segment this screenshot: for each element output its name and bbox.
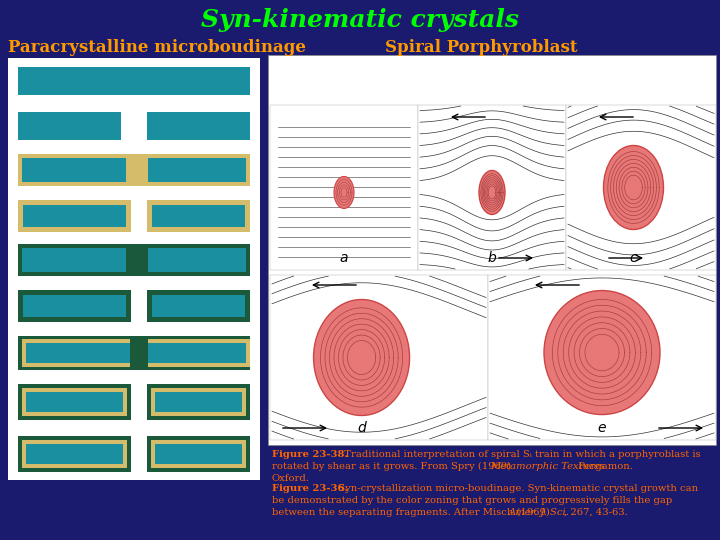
Bar <box>26 444 123 464</box>
Bar <box>18 154 250 186</box>
Text: Figure 23-36.: Figure 23-36. <box>272 484 348 493</box>
Text: between the separating fragments. After Misch (1969): between the separating fragments. After … <box>272 508 553 517</box>
Bar <box>147 436 250 472</box>
Bar <box>23 205 126 227</box>
Bar <box>18 244 250 276</box>
Bar <box>148 158 246 182</box>
Text: , 267, 43-63.: , 267, 43-63. <box>564 508 628 517</box>
Bar <box>8 58 260 480</box>
Text: Amer. J. Sci.: Amer. J. Sci. <box>509 508 570 517</box>
Bar <box>152 295 245 317</box>
Bar <box>270 275 488 440</box>
Bar <box>22 339 250 367</box>
Text: d: d <box>357 421 366 435</box>
Bar <box>18 384 131 420</box>
Text: . Pergamon.: . Pergamon. <box>572 462 633 471</box>
Bar <box>152 205 245 227</box>
Ellipse shape <box>479 171 505 214</box>
Bar <box>22 248 126 272</box>
Bar <box>18 112 121 140</box>
Text: be demonstrated by the color zoning that grows and progressively fills the gap: be demonstrated by the color zoning that… <box>272 496 672 505</box>
Text: Oxford.: Oxford. <box>272 474 310 483</box>
Bar <box>22 440 127 468</box>
Bar <box>155 392 242 412</box>
Bar <box>155 444 242 464</box>
Bar <box>18 67 250 95</box>
Text: Paracrystalline microboudinage: Paracrystalline microboudinage <box>8 38 306 56</box>
Bar <box>22 158 126 182</box>
Bar <box>18 336 250 370</box>
Bar <box>147 200 250 232</box>
Text: Traditional interpretation of spiral Sᵢ train in which a porphyroblast is: Traditional interpretation of spiral Sᵢ … <box>338 450 701 459</box>
Ellipse shape <box>334 177 354 208</box>
Ellipse shape <box>544 291 660 415</box>
Bar <box>26 392 123 412</box>
Bar <box>148 248 246 272</box>
Text: Syn-crystallization micro-boudinage. Syn-kinematic crystal growth can: Syn-crystallization micro-boudinage. Syn… <box>332 484 698 493</box>
Bar <box>268 55 716 445</box>
Text: Syn-kinematic crystals: Syn-kinematic crystals <box>201 8 519 32</box>
Text: Figure 23-38.: Figure 23-38. <box>272 450 348 459</box>
Text: Spiral Porphyroblast: Spiral Porphyroblast <box>385 38 577 56</box>
Ellipse shape <box>603 145 664 230</box>
Text: e: e <box>598 421 606 435</box>
Bar <box>147 384 250 420</box>
Bar <box>148 343 246 363</box>
Bar <box>18 200 131 232</box>
Text: a: a <box>340 251 348 265</box>
Bar <box>418 105 566 270</box>
Bar <box>18 436 131 472</box>
Bar <box>147 112 250 140</box>
Bar <box>488 275 716 440</box>
Text: c: c <box>630 251 637 265</box>
Bar <box>23 295 126 317</box>
Bar <box>151 388 246 416</box>
Bar <box>26 343 130 363</box>
Bar <box>22 388 127 416</box>
Bar <box>18 290 131 322</box>
Bar <box>130 336 148 370</box>
Bar <box>147 290 250 322</box>
Bar <box>270 105 418 270</box>
Text: Metamorphic Textures: Metamorphic Textures <box>490 462 605 471</box>
Text: rotated by shear as it grows. From Spry (1969): rotated by shear as it grows. From Spry … <box>272 462 514 471</box>
Bar <box>151 440 246 468</box>
Text: b: b <box>487 251 496 265</box>
Ellipse shape <box>314 300 410 415</box>
Bar <box>566 105 716 270</box>
